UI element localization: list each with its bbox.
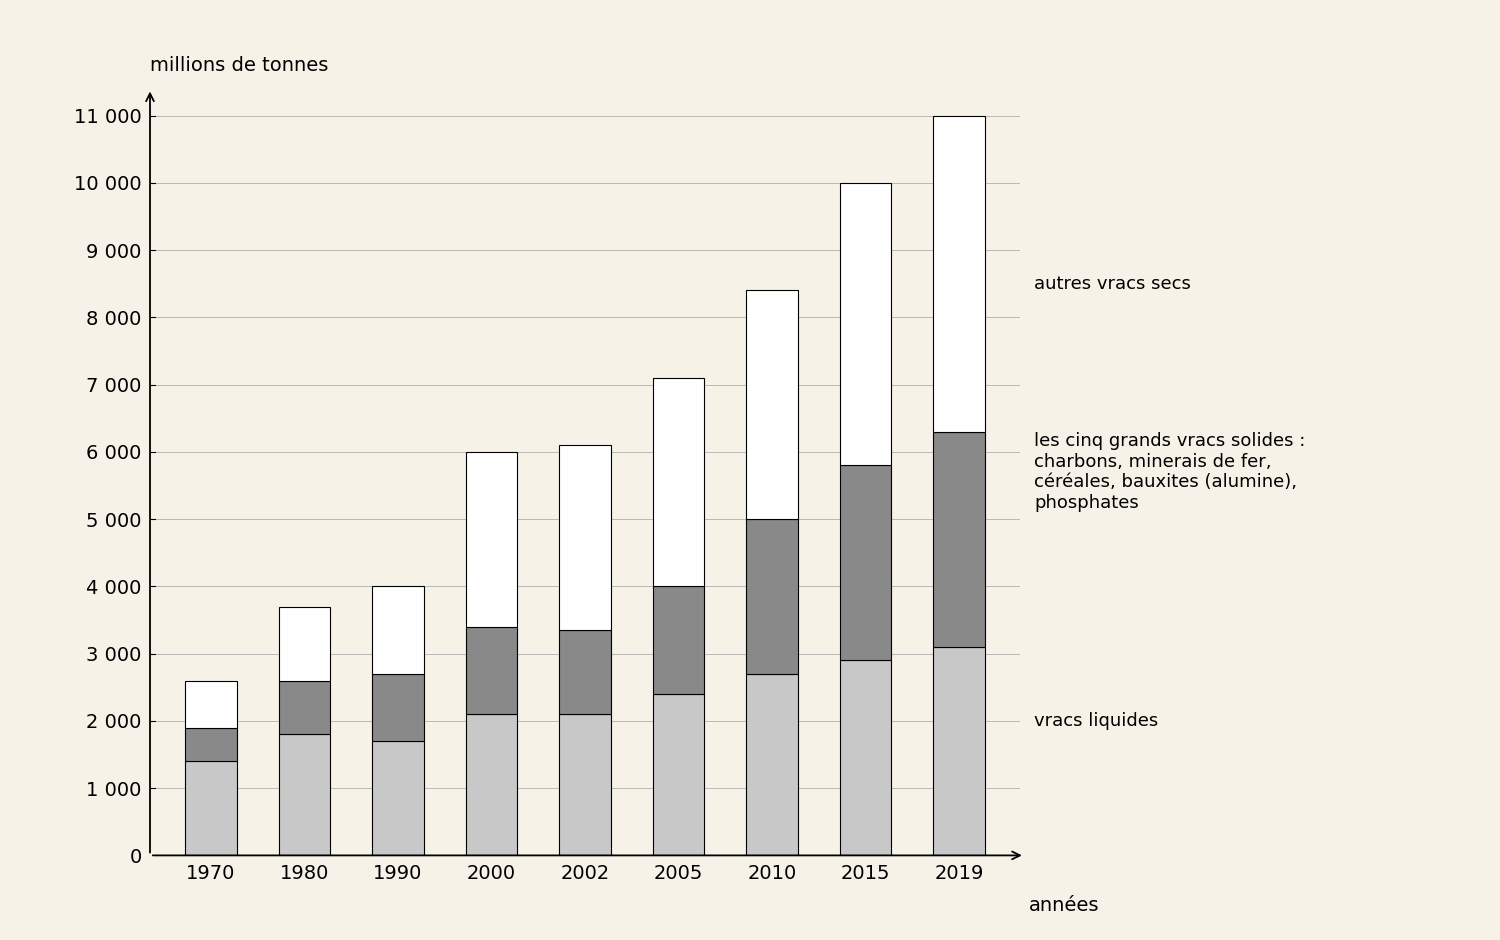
Text: millions de tonnes: millions de tonnes: [150, 56, 328, 75]
Bar: [372, 587, 423, 674]
Text: vracs liquides: vracs liquides: [1034, 712, 1158, 729]
Bar: [652, 694, 705, 855]
Bar: [279, 681, 330, 734]
Bar: [652, 587, 705, 694]
Bar: [184, 761, 237, 855]
Bar: [747, 290, 798, 519]
Text: autres vracs secs: autres vracs secs: [1034, 274, 1191, 292]
Text: les cinq grands vracs solides :
charbons, minerais de fer,
céréales, bauxites (a: les cinq grands vracs solides : charbons…: [1034, 431, 1305, 512]
Bar: [840, 182, 891, 465]
Bar: [279, 606, 330, 681]
Bar: [933, 431, 986, 647]
Bar: [184, 681, 237, 728]
Bar: [465, 627, 518, 714]
Bar: [840, 465, 891, 660]
Bar: [279, 734, 330, 855]
Bar: [560, 630, 610, 714]
Text: années: années: [1029, 896, 1100, 915]
Bar: [747, 674, 798, 855]
Bar: [560, 714, 610, 855]
Bar: [372, 674, 423, 741]
Bar: [372, 741, 423, 855]
Bar: [184, 728, 237, 761]
Bar: [465, 714, 518, 855]
Bar: [747, 519, 798, 674]
Bar: [652, 378, 705, 587]
Bar: [933, 116, 986, 431]
Bar: [840, 660, 891, 855]
Bar: [560, 446, 610, 630]
Bar: [465, 452, 518, 627]
Bar: [933, 647, 986, 855]
